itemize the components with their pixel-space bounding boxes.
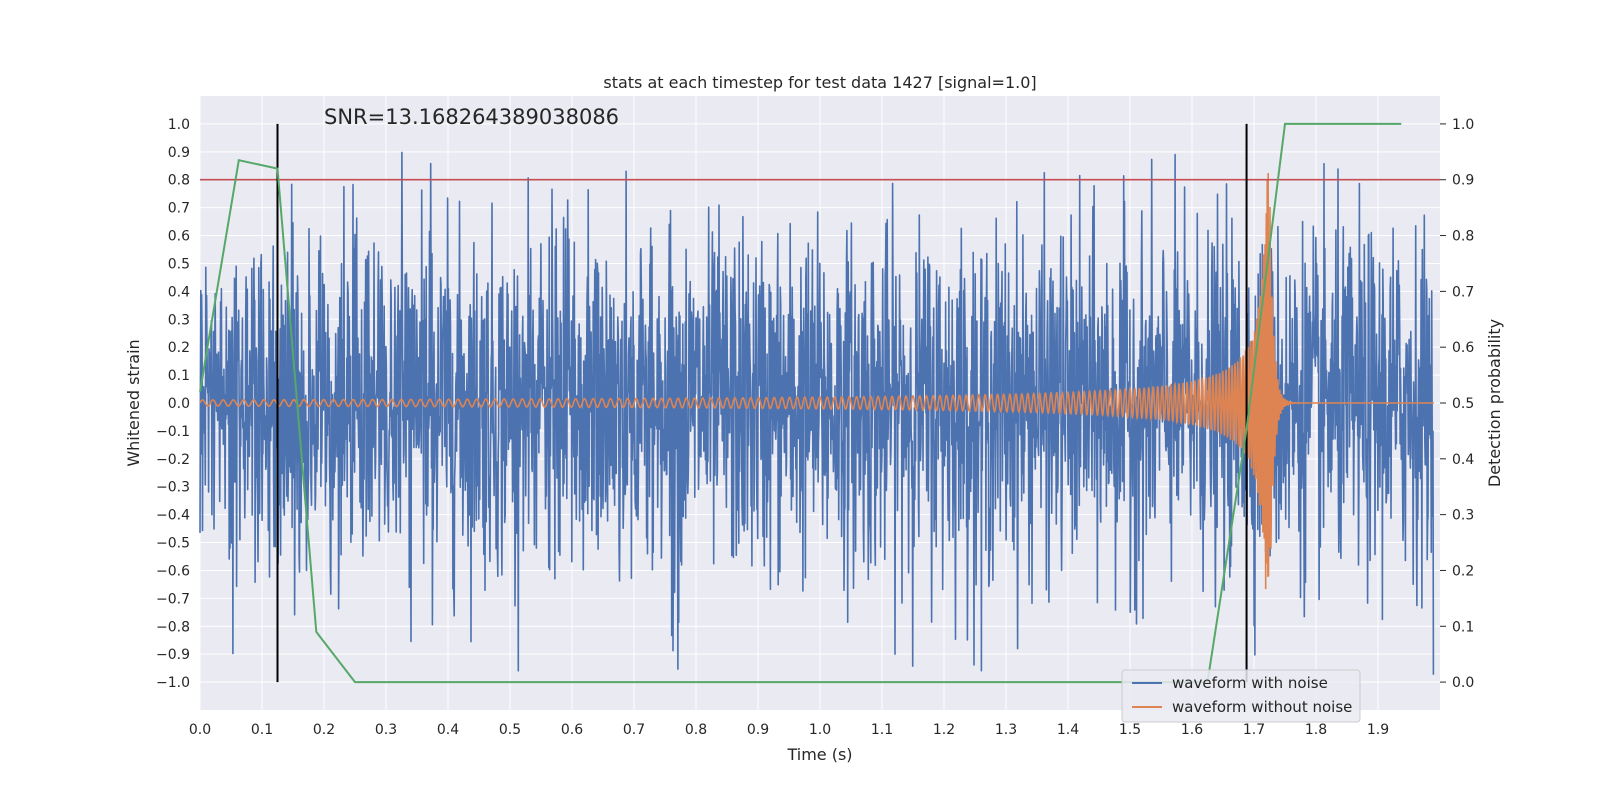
x-tick-label: 1.4: [1057, 722, 1079, 738]
x-tick-label: 1.1: [871, 722, 893, 738]
y-tick-label: −0.3: [156, 480, 190, 496]
y-tick-label: 1.0: [168, 117, 190, 133]
x-tick-label: 0.8: [685, 722, 707, 738]
x-tick-label: 1.0: [809, 722, 831, 738]
x-tick-label: 0.7: [623, 722, 645, 738]
snr-annotation: SNR=13.168264389038086: [324, 105, 619, 129]
y-right-tick-label: 0.3: [1452, 508, 1474, 524]
y-tick-label: −0.5: [156, 536, 190, 552]
y-right-tick-label: 0.6: [1452, 340, 1474, 356]
tick-labels: 0.0 0.1 0.2 0.3 0.4 0.5 0.6 0.7 0.8 0.9 1.0 1.1 1.2 1…: [156, 117, 1474, 738]
x-tick-label: 1.2: [933, 722, 955, 738]
y-tick-label: −0.2: [156, 452, 190, 468]
y-tick-label: 0.2: [168, 340, 190, 356]
y-tick-label: 0.9: [168, 145, 190, 161]
x-tick-label: 0.5: [499, 722, 521, 738]
y-tick-label: −0.8: [156, 619, 190, 635]
legend-label-clean: waveform without noise: [1172, 698, 1352, 716]
y-right-tick-label: 0.9: [1452, 173, 1474, 189]
x-tick-label: 0.9: [747, 722, 769, 738]
series-waveform-without-noise: [199, 172, 1434, 590]
y-tick-label: 0.8: [168, 173, 190, 189]
legend-label-noise: waveform with noise: [1172, 674, 1328, 692]
y-tick-label: 0.6: [168, 229, 190, 245]
x-tick-label: 1.8: [1305, 722, 1327, 738]
y-axis-label: Whitened strain: [124, 339, 143, 466]
chart-title: stats at each timestep for test data 142…: [603, 73, 1036, 92]
y-tick-label: −1.0: [156, 675, 190, 691]
y-tick-label: 0.3: [168, 312, 190, 328]
y-tick-label: −0.6: [156, 563, 190, 579]
y-tick-label: 0.4: [168, 284, 190, 300]
y-tick-label: −0.1: [156, 424, 190, 440]
legend: waveform with noise waveform without noi…: [1121, 669, 1361, 723]
y-tick-label: 0.0: [168, 396, 190, 412]
y-axis-right-label: Detection probability: [1485, 319, 1504, 487]
y-right-tick-label: 0.0: [1452, 675, 1474, 691]
x-tick-label: 1.3: [995, 722, 1017, 738]
x-axis-label: Time (s): [786, 745, 852, 764]
y-tick-label: −0.4: [156, 508, 190, 524]
y-tick-label: −0.9: [156, 647, 190, 663]
x-tick-label: 1.5: [1119, 722, 1141, 738]
y-right-tick-label: 1.0: [1452, 117, 1474, 133]
x-tick-label: 0.0: [189, 722, 211, 738]
y-tick-label: 0.7: [168, 201, 190, 217]
y-right-tick-label: 0.5: [1452, 396, 1474, 412]
y-right-tick-label: 0.2: [1452, 563, 1474, 579]
y-tick-label: 0.5: [168, 256, 190, 272]
y-right-tick-label: 0.8: [1452, 229, 1474, 245]
x-tick-label: 0.1: [251, 722, 273, 738]
x-tick-label: 0.6: [561, 722, 583, 738]
x-tick-label: 1.9: [1367, 722, 1389, 738]
y-right-tick-label: 0.1: [1452, 619, 1474, 635]
y-right-tick-label: 0.4: [1452, 452, 1474, 468]
y-tick-label: −0.7: [156, 591, 190, 607]
x-tick-label: 0.4: [437, 722, 459, 738]
x-tick-label: 1.6: [1181, 722, 1203, 738]
y-right-tick-label: 0.7: [1452, 284, 1474, 300]
legend-box: [1121, 669, 1361, 723]
data-series: [199, 122, 1440, 684]
x-tick-label: 0.3: [375, 722, 397, 738]
series-detection-probability: [199, 122, 1402, 684]
x-tick-label: 0.2: [313, 722, 335, 738]
y-tick-label: 0.1: [168, 368, 190, 384]
series-waveform-with-noise: [199, 151, 1435, 675]
x-tick-label: 1.7: [1243, 722, 1265, 738]
